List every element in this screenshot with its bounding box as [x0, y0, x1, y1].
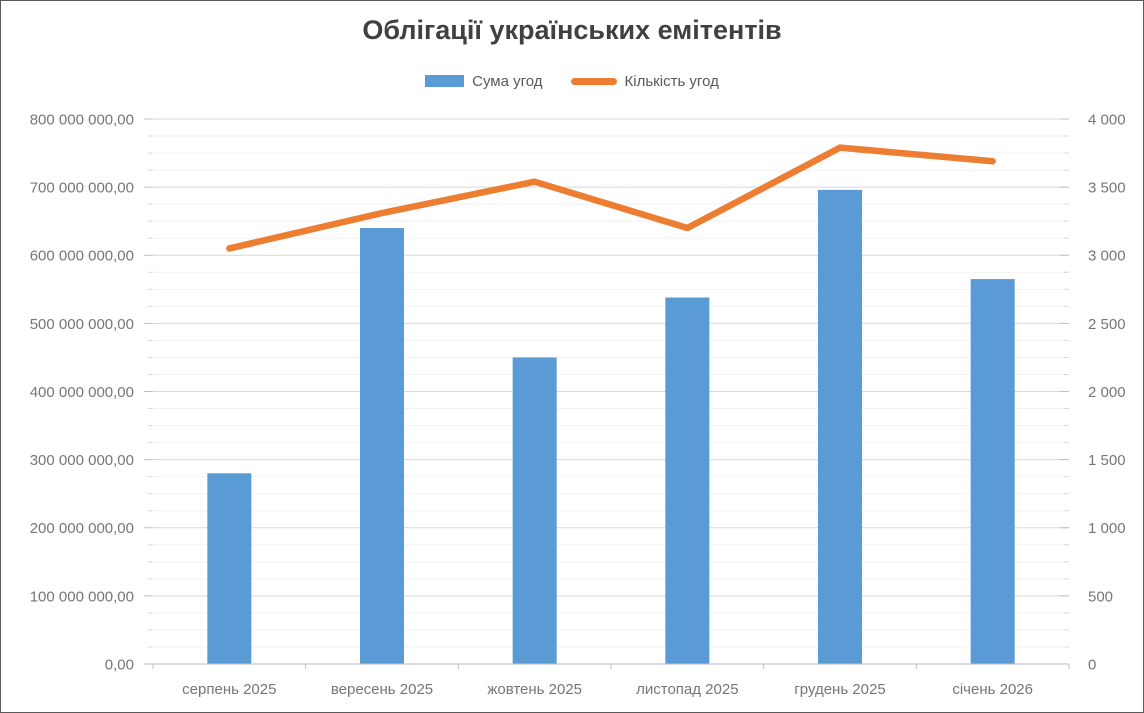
- y-axis-left-tick-label: 600 000 000,00: [30, 248, 134, 265]
- y-axis-right-tick-label: 500: [1088, 588, 1113, 605]
- bar-вересень 2025: [360, 228, 404, 664]
- chart-title: Облігації українських емітентів: [362, 15, 782, 45]
- bar-січень 2026: [970, 279, 1015, 664]
- line-series-swatch-icon: [570, 77, 617, 85]
- y-axis-right-tick-label: 2 000: [1088, 384, 1126, 401]
- x-axis-category-label: листопад 2025: [636, 681, 738, 698]
- y-axis-left-tick-label: 100 000 000,00: [30, 588, 134, 605]
- x-axis-category-label: серпень 2025: [182, 681, 276, 698]
- legend-label-count: Кількість угод: [624, 72, 719, 90]
- bar-жовтень 2025: [512, 357, 557, 664]
- y-axis-left-tick-label: 200 000 000,00: [30, 520, 134, 537]
- y-axis-left-tick-label: 400 000 000,00: [30, 384, 134, 401]
- legend: Сума угод Кількість угод: [1, 70, 1143, 92]
- y-axis-left-tick-label: 700 000 000,00: [30, 180, 134, 197]
- y-axis-left-tick-label: 800 000 000,00: [30, 111, 134, 128]
- x-axis-category-label: жовтень 2025: [487, 681, 582, 698]
- bar-грудень 2025: [818, 189, 862, 664]
- y-axis-right-tick-label: 2 500: [1088, 316, 1126, 333]
- bar-листопад 2025: [665, 297, 710, 664]
- x-axis-category-label: вересень 2025: [331, 681, 433, 698]
- x-axis-category-label: січень 2026: [952, 681, 1033, 698]
- legend-item-count: Кількість угод: [570, 72, 719, 90]
- y-axis-right-tick-label: 3 000: [1088, 248, 1126, 265]
- y-axis-left-tick-label: 500 000 000,00: [30, 316, 134, 333]
- y-axis-right-tick-label: 1 000: [1088, 520, 1126, 537]
- bar-series-swatch-icon: [425, 75, 465, 87]
- bar-серпень 2025: [207, 473, 252, 664]
- legend-item-sum: Сума угод: [425, 72, 543, 90]
- y-axis-left-tick-label: 300 000 000,00: [30, 452, 134, 469]
- y-axis-left-tick-label: 0,00: [105, 656, 134, 673]
- line-series: [226, 144, 996, 252]
- legend-label-sum: Сума угод: [472, 72, 543, 90]
- y-axis-right-tick-label: 4 000: [1088, 111, 1126, 128]
- y-axis-right-tick-label: 3 500: [1088, 180, 1126, 197]
- y-axis-right-tick-label: 1 500: [1088, 452, 1126, 469]
- x-axis-category-label: грудень 2025: [794, 681, 885, 698]
- y-axis-right-tick-label: 0: [1088, 656, 1096, 673]
